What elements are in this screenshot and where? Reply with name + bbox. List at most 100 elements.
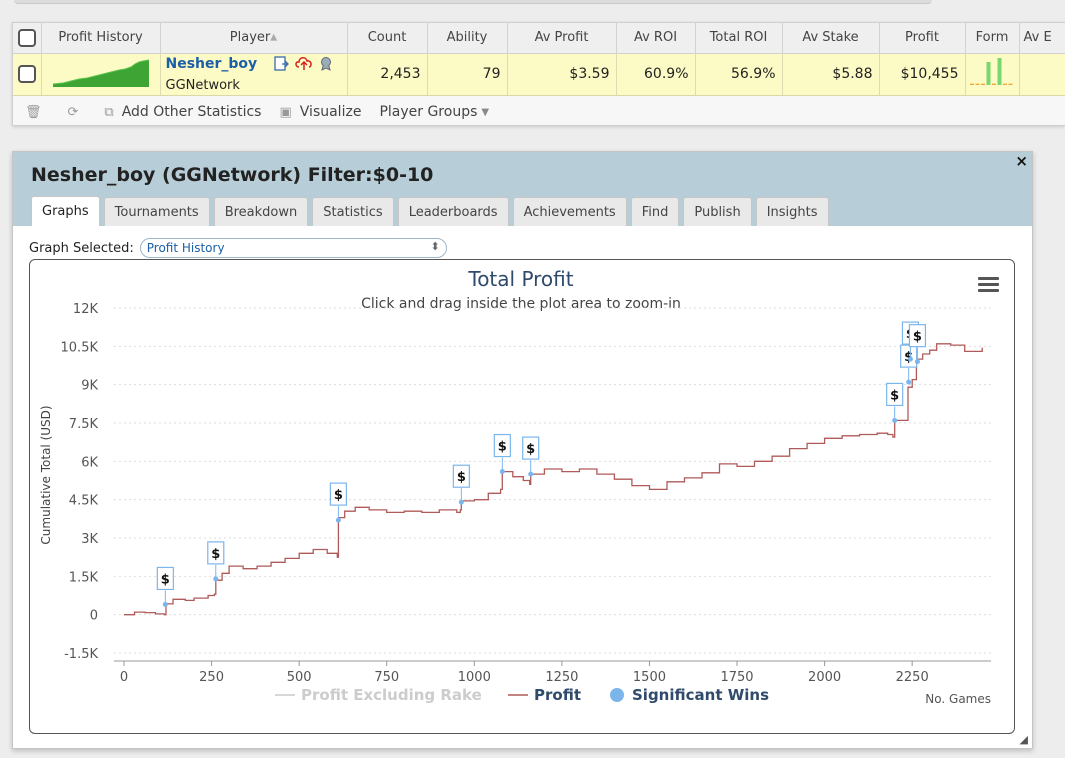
y-axis-label: Cumulative Total (USD) — [39, 405, 53, 544]
av-profit-cell: $3.59 — [507, 53, 617, 96]
player-groups-dropdown[interactable]: Player Groups ▼ — [379, 104, 489, 120]
close-icon[interactable]: × — [1015, 152, 1028, 170]
ability-cell: 79 — [427, 53, 508, 96]
profit-history-sparkline[interactable] — [41, 53, 161, 96]
x-tick-label: 2000 — [808, 670, 841, 685]
y-tick-label: 9K — [81, 379, 98, 394]
table-row[interactable]: Nesher_boy GGNetwork 2,453 79 $3.59 60 — [13, 53, 1065, 96]
stats-table: Profit History Player▲ Count Ability Av … — [13, 23, 1065, 96]
player-network: GGNetwork — [165, 77, 240, 93]
select-all-checkbox[interactable] — [17, 28, 36, 47]
win-flag-label: $ — [913, 330, 922, 345]
header-player-label: Player — [229, 30, 271, 46]
header-ability[interactable]: Ability — [427, 23, 508, 54]
player-name-link[interactable]: Nesher_boy — [165, 55, 258, 72]
series-line-profit — [124, 343, 983, 616]
win-flag-box — [207, 541, 225, 565]
x-tick-label: 2250 — [896, 670, 929, 685]
delete-button[interactable]: 🗑 — [25, 105, 50, 120]
add-other-statistics-button[interactable]: ⧉ Add Other Statistics — [104, 104, 261, 120]
y-tick-label: 12K — [73, 302, 99, 317]
significant-win-point — [907, 356, 913, 362]
tab-graphs[interactable]: Graphs — [31, 196, 100, 226]
win-flag-label: $ — [161, 572, 170, 587]
significant-win-point — [906, 379, 912, 385]
form-cell — [965, 53, 1020, 96]
header-player[interactable]: Player▲ — [160, 23, 348, 54]
stats-toolbar: 🗑 ⟳ ⧉ Add Other Statistics ▣ Visualize Pla… — [13, 97, 1065, 127]
win-flag-box — [900, 344, 918, 368]
header-count[interactable]: Count — [347, 23, 428, 54]
tab-find[interactable]: Find — [630, 197, 680, 226]
av-roi-cell: 60.9% — [616, 53, 696, 96]
y-tick-label: 3K — [81, 532, 98, 547]
win-flag-label: $ — [457, 470, 466, 485]
tab-achievements[interactable]: Achievements — [512, 197, 627, 226]
stats-table-panel: Profit History Player▲ Count Ability Av … — [12, 22, 1065, 126]
significant-win-point — [162, 601, 168, 607]
chart-subtitle: Click and drag inside the plot area to z… — [361, 296, 681, 312]
tab-publish[interactable]: Publish — [683, 197, 752, 226]
win-flag-box — [522, 436, 540, 460]
significant-win-point — [458, 499, 464, 505]
form-bars — [970, 58, 1013, 85]
header-profit[interactable]: Profit — [879, 23, 966, 54]
profit-cell: $10,455 — [879, 53, 966, 96]
win-flag-label: $ — [526, 442, 535, 457]
header-select[interactable] — [13, 23, 42, 54]
header-profit-history[interactable]: Profit History — [41, 23, 161, 54]
chart-menu-icon[interactable] — [978, 277, 999, 292]
legend-swatch-significant-wins — [610, 688, 624, 702]
caret-down-icon: ▼ — [481, 106, 490, 118]
form-bar — [1008, 83, 1013, 85]
badge-icon[interactable] — [320, 56, 332, 75]
win-flag-box — [886, 382, 904, 407]
tab-leaderboards[interactable]: Leaderboards — [397, 197, 509, 226]
x-tick-label: 1000 — [458, 670, 491, 685]
av-stake-cell: $5.88 — [782, 53, 880, 96]
win-flag-label: $ — [498, 440, 507, 455]
tab-tournaments[interactable]: Tournaments — [103, 197, 210, 226]
panel-header: Nesher_boy (GGNetwork) Filter:$0-10 × Gr… — [13, 152, 1032, 226]
y-tick-label: 4.5K — [69, 494, 99, 509]
image-icon: ▣ — [279, 104, 292, 120]
header-form[interactable]: Form — [965, 23, 1020, 54]
legend-profit-excl-rake: Profit Excluding Rake — [301, 686, 482, 704]
header-total-roi[interactable]: Total ROI — [695, 23, 783, 54]
graph-selector: Graph Selected: Profit History ⬍ — [29, 238, 447, 258]
panel-resize-icon[interactable]: ◢ — [1019, 733, 1028, 746]
legend-profit: Profit — [534, 686, 581, 704]
header-av-roi[interactable]: Av ROI — [616, 23, 696, 54]
header-av-profit[interactable]: Av Profit — [507, 23, 617, 54]
header-av-stake[interactable]: Av Stake — [782, 23, 880, 54]
total-profit-chart[interactable]: Total Profit Click and drag inside the pl… — [30, 260, 1014, 733]
form-bar — [997, 58, 1002, 85]
graph-select-value: Profit History — [146, 241, 225, 255]
tab-insights[interactable]: Insights — [755, 197, 829, 226]
tab-statistics[interactable]: Statistics — [312, 197, 394, 226]
x-axis-label: No. Games — [925, 692, 991, 706]
significant-win-point — [528, 471, 534, 477]
row-checkbox[interactable] — [17, 65, 36, 83]
chart-title: Total Profit — [467, 267, 573, 291]
x-tick-label: 1750 — [720, 670, 753, 685]
row-select-cell[interactable] — [13, 53, 42, 96]
visualize-button[interactable]: ▣ Visualize — [279, 104, 361, 120]
refresh-button[interactable]: ⟳ — [68, 105, 87, 120]
sort-icon[interactable]: ▲ — [270, 32, 278, 43]
chart-container[interactable]: Total Profit Click and drag inside the pl… — [29, 259, 1015, 734]
header-av-e[interactable]: Av E — [1019, 23, 1065, 54]
x-tick-label: 250 — [199, 670, 224, 685]
tab-breakdown[interactable]: Breakdown — [213, 197, 309, 226]
player-cell: Nesher_boy GGNetwork — [160, 53, 348, 96]
win-flag-label: $ — [211, 547, 220, 562]
form-bar — [981, 83, 985, 85]
form-bar — [1003, 83, 1007, 85]
graph-select[interactable]: Profit History ⬍ — [139, 238, 447, 258]
win-flag-box — [156, 566, 174, 591]
significant-win-point — [213, 576, 219, 582]
x-tick-label: 500 — [287, 670, 312, 685]
export-icon[interactable] — [273, 55, 289, 75]
cloud-upload-icon[interactable] — [295, 56, 313, 75]
form-bar — [975, 83, 980, 85]
